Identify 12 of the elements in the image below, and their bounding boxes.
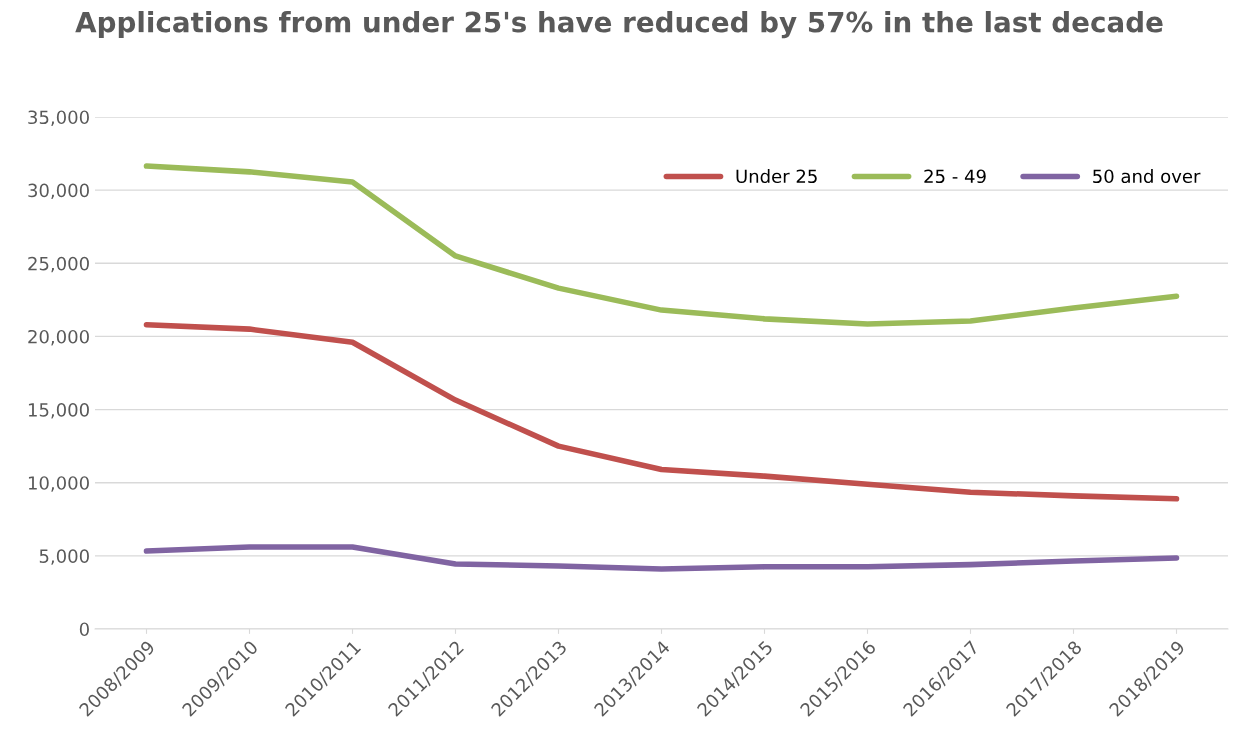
legend-label: 50 and over: [1093, 169, 1201, 184]
y-tick-label: 10,000: [28, 476, 89, 492]
chart-title: Applications from under 25's have reduced by 57% in the last decade: [75, 11, 1163, 39]
y-tick-label: 30,000: [28, 183, 89, 200]
legend-label: 25 - 49: [924, 169, 986, 184]
legend-label: Under 25: [736, 169, 817, 184]
y-tick-label: 5,000: [39, 549, 89, 565]
y-tick-label: 0: [79, 622, 89, 637]
y-tick-label: 35,000: [28, 110, 89, 126]
y-tick-label: 20,000: [28, 329, 89, 346]
y-tick-label: 25,000: [28, 256, 89, 273]
y-tick-label: 15,000: [28, 403, 89, 419]
